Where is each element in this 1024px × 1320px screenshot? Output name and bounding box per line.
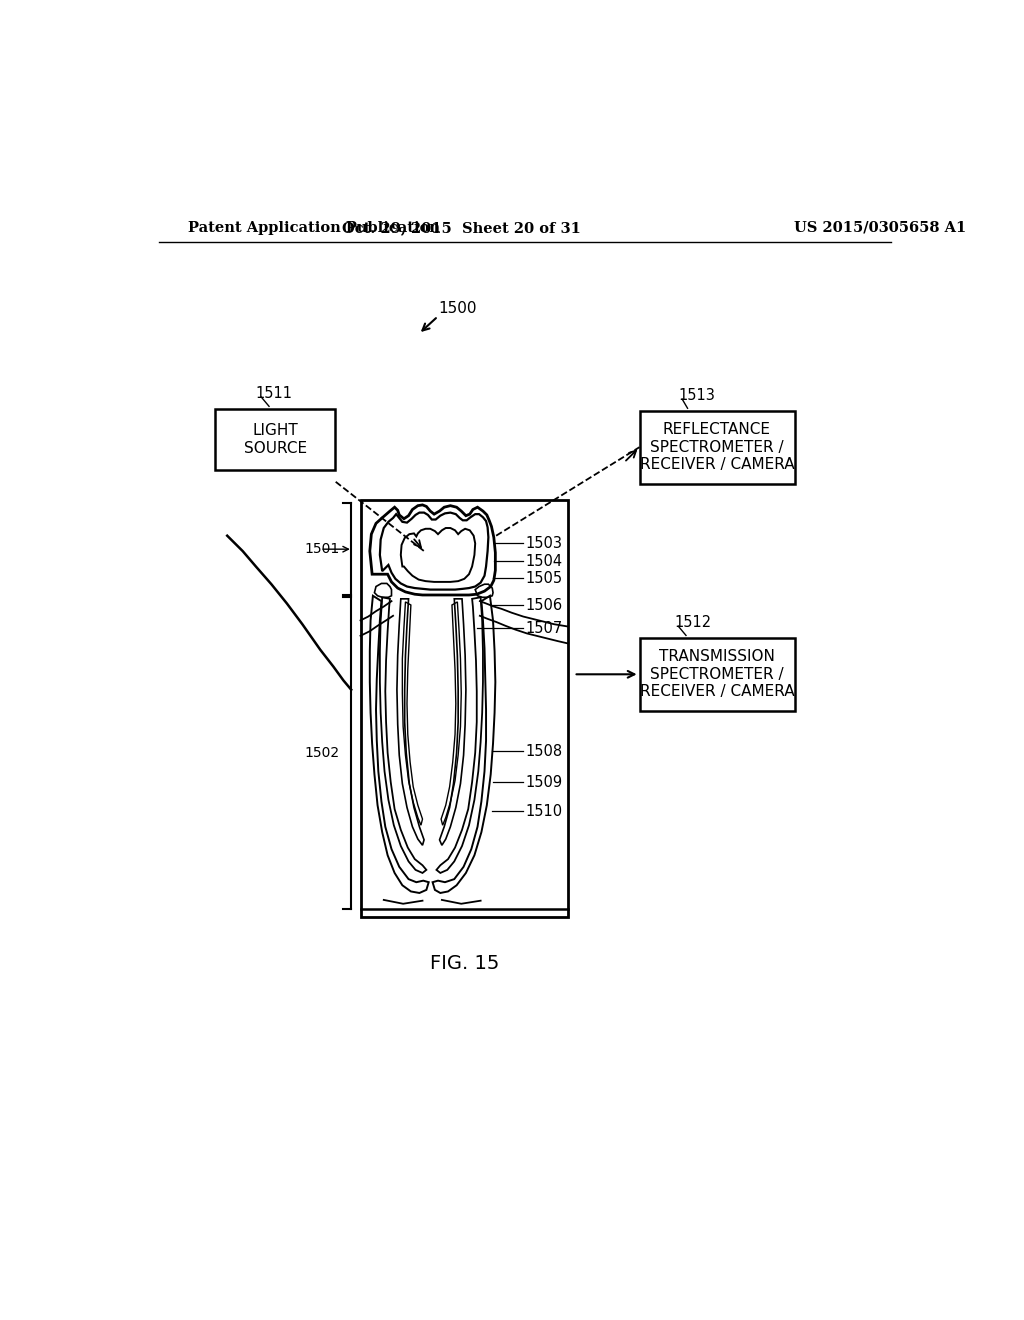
Text: 1506: 1506: [525, 598, 563, 612]
Text: 1509: 1509: [525, 775, 563, 789]
Text: 1502: 1502: [304, 746, 340, 760]
Text: LIGHT
SOURCE: LIGHT SOURCE: [244, 424, 307, 455]
Text: 1513: 1513: [678, 388, 715, 403]
Text: 1505: 1505: [525, 570, 563, 586]
Text: 1501: 1501: [304, 543, 340, 556]
FancyBboxPatch shape: [640, 411, 795, 483]
Text: 1511: 1511: [256, 385, 293, 401]
Text: REFLECTANCE
SPECTROMETER /
RECEIVER / CAMERA: REFLECTANCE SPECTROMETER / RECEIVER / CA…: [640, 422, 795, 473]
FancyBboxPatch shape: [640, 638, 795, 711]
Text: 1500: 1500: [438, 301, 476, 315]
Text: Patent Application Publication: Patent Application Publication: [188, 220, 440, 235]
Text: US 2015/0305658 A1: US 2015/0305658 A1: [795, 220, 967, 235]
Text: Oct. 29, 2015  Sheet 20 of 31: Oct. 29, 2015 Sheet 20 of 31: [342, 220, 581, 235]
Text: 1510: 1510: [525, 804, 563, 818]
Text: 1503: 1503: [525, 536, 562, 550]
Text: 1508: 1508: [525, 743, 563, 759]
FancyBboxPatch shape: [215, 409, 335, 470]
Text: 1507: 1507: [525, 620, 563, 636]
Text: 1512: 1512: [675, 615, 712, 630]
Text: FIG. 15: FIG. 15: [430, 953, 499, 973]
FancyBboxPatch shape: [360, 500, 568, 917]
Text: 1504: 1504: [525, 553, 563, 569]
Text: TRANSMISSION
SPECTROMETER /
RECEIVER / CAMERA: TRANSMISSION SPECTROMETER / RECEIVER / C…: [640, 649, 795, 700]
